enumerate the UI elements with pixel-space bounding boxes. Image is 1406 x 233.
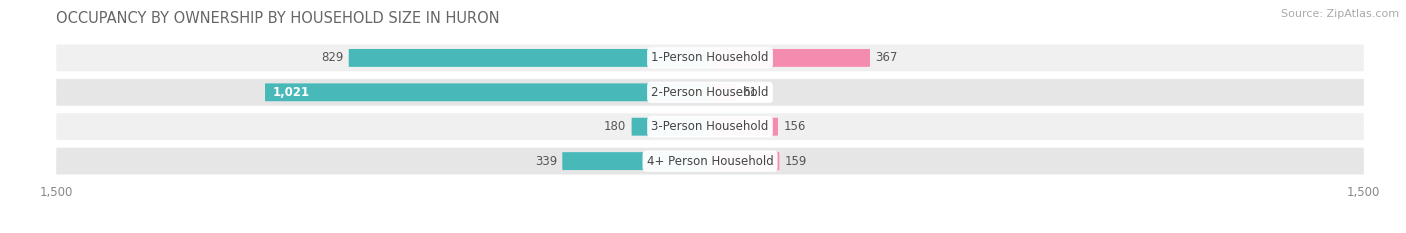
FancyBboxPatch shape — [562, 152, 710, 170]
Text: Source: ZipAtlas.com: Source: ZipAtlas.com — [1281, 9, 1399, 19]
Text: 156: 156 — [783, 120, 806, 133]
FancyBboxPatch shape — [710, 118, 778, 136]
FancyBboxPatch shape — [710, 49, 870, 67]
FancyBboxPatch shape — [631, 118, 710, 136]
Text: 159: 159 — [785, 155, 807, 168]
Text: OCCUPANCY BY OWNERSHIP BY HOUSEHOLD SIZE IN HURON: OCCUPANCY BY OWNERSHIP BY HOUSEHOLD SIZE… — [56, 11, 501, 26]
Text: 61: 61 — [742, 86, 756, 99]
Text: 1,021: 1,021 — [273, 86, 309, 99]
FancyBboxPatch shape — [56, 113, 1364, 140]
Text: 829: 829 — [321, 51, 343, 64]
FancyBboxPatch shape — [349, 49, 710, 67]
Text: 4+ Person Household: 4+ Person Household — [647, 155, 773, 168]
FancyBboxPatch shape — [710, 83, 737, 101]
FancyBboxPatch shape — [56, 79, 1364, 106]
FancyBboxPatch shape — [710, 152, 779, 170]
Text: 367: 367 — [875, 51, 897, 64]
Text: 339: 339 — [534, 155, 557, 168]
Text: 3-Person Household: 3-Person Household — [651, 120, 769, 133]
Text: 2-Person Household: 2-Person Household — [651, 86, 769, 99]
Text: 1-Person Household: 1-Person Household — [651, 51, 769, 64]
FancyBboxPatch shape — [264, 83, 710, 101]
FancyBboxPatch shape — [56, 45, 1364, 71]
FancyBboxPatch shape — [56, 148, 1364, 175]
Text: 180: 180 — [605, 120, 626, 133]
